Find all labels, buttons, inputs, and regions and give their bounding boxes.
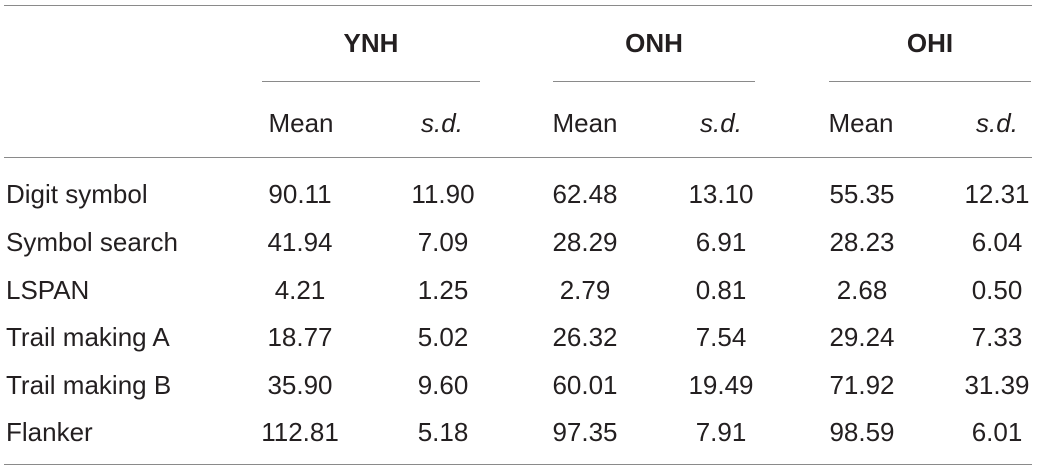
mean-cell: 90.11 [268, 179, 332, 209]
sd-cell: 7.09 [417, 227, 469, 257]
row-label: Trail making A [6, 322, 170, 352]
group-header-ynh: YNH [343, 28, 399, 58]
sd-cell: 12.31 [964, 179, 1030, 209]
table-bottom-rule [4, 464, 1032, 465]
header-rule [4, 157, 1032, 158]
subheader-mean: Mean [828, 108, 894, 138]
table-row: Flanker 112.81 5.18 97.35 7.91 98.59 6.01 [0, 408, 1040, 456]
mean-cell: 41.94 [267, 227, 333, 257]
row-label: Trail making B [6, 370, 172, 400]
row-label: Digit symbol [6, 179, 148, 209]
subheader-sd: s.d. [421, 108, 463, 138]
group-header-ohi: OHI [906, 28, 954, 58]
row-label: Symbol search [6, 227, 178, 257]
sd-cell: 0.50 [971, 275, 1023, 305]
sd-cell: 19.49 [688, 370, 754, 400]
mean-cell: 71.92 [829, 370, 895, 400]
table-row: Digit symbol 90.11 11.90 62.48 13.10 55.35 12.… [0, 170, 1040, 218]
sd-cell: 31.39 [964, 370, 1030, 400]
row-label: Flanker [6, 417, 93, 447]
row-label: LSPAN [6, 275, 90, 305]
sd-cell: 11.90 [411, 179, 475, 209]
sd-cell: 13.10 [688, 179, 754, 209]
subheader-sd: s.d. [976, 108, 1018, 138]
subheader-mean: Mean [268, 108, 334, 138]
group-rule-ynh [262, 81, 480, 82]
mean-cell: 4.21 [274, 275, 326, 305]
mean-cell: 98.59 [829, 417, 895, 447]
mean-cell: 97.35 [552, 417, 618, 447]
sd-cell: 7.91 [695, 417, 747, 447]
sd-cell: 0.81 [695, 275, 747, 305]
sd-cell: 6.04 [971, 227, 1023, 257]
sd-cell: 6.01 [971, 417, 1023, 447]
mean-cell: 112.81 [261, 417, 339, 447]
sd-cell: 5.18 [417, 417, 469, 447]
mean-cell: 28.23 [829, 227, 895, 257]
mean-cell: 28.29 [552, 227, 618, 257]
group-rule-onh [553, 81, 755, 82]
sd-cell: 1.25 [417, 275, 469, 305]
group-header-onh: ONH [625, 28, 683, 58]
mean-cell: 60.01 [552, 370, 618, 400]
mean-cell: 2.79 [559, 275, 611, 305]
sd-cell: 9.60 [417, 370, 469, 400]
table-top-rule [4, 5, 1032, 6]
mean-cell: 29.24 [829, 322, 895, 352]
table-row: LSPAN 4.21 1.25 2.79 0.81 2.68 0.50 [0, 266, 1040, 314]
sd-cell: 5.02 [417, 322, 469, 352]
table-row: Trail making B 35.90 9.60 60.01 19.49 71.92 31… [0, 361, 1040, 409]
mean-cell: 26.32 [552, 322, 618, 352]
mean-cell: 35.90 [267, 370, 333, 400]
subheader-sd: s.d. [700, 108, 742, 138]
table-row: Symbol search 41.94 7.09 28.29 6.91 28.23 6.04 [0, 218, 1040, 266]
mean-cell: 2.68 [836, 275, 888, 305]
sd-cell: 6.91 [695, 227, 747, 257]
table-row: Trail making A 18.77 5.02 26.32 7.54 29.24 7.3… [0, 313, 1040, 361]
sd-cell: 7.54 [695, 322, 747, 352]
subheader-mean: Mean [552, 108, 618, 138]
mean-cell: 62.48 [552, 179, 618, 209]
sd-cell: 7.33 [971, 322, 1023, 352]
mean-cell: 55.35 [829, 179, 895, 209]
group-rule-ohi [829, 81, 1031, 82]
mean-cell: 18.77 [267, 322, 333, 352]
